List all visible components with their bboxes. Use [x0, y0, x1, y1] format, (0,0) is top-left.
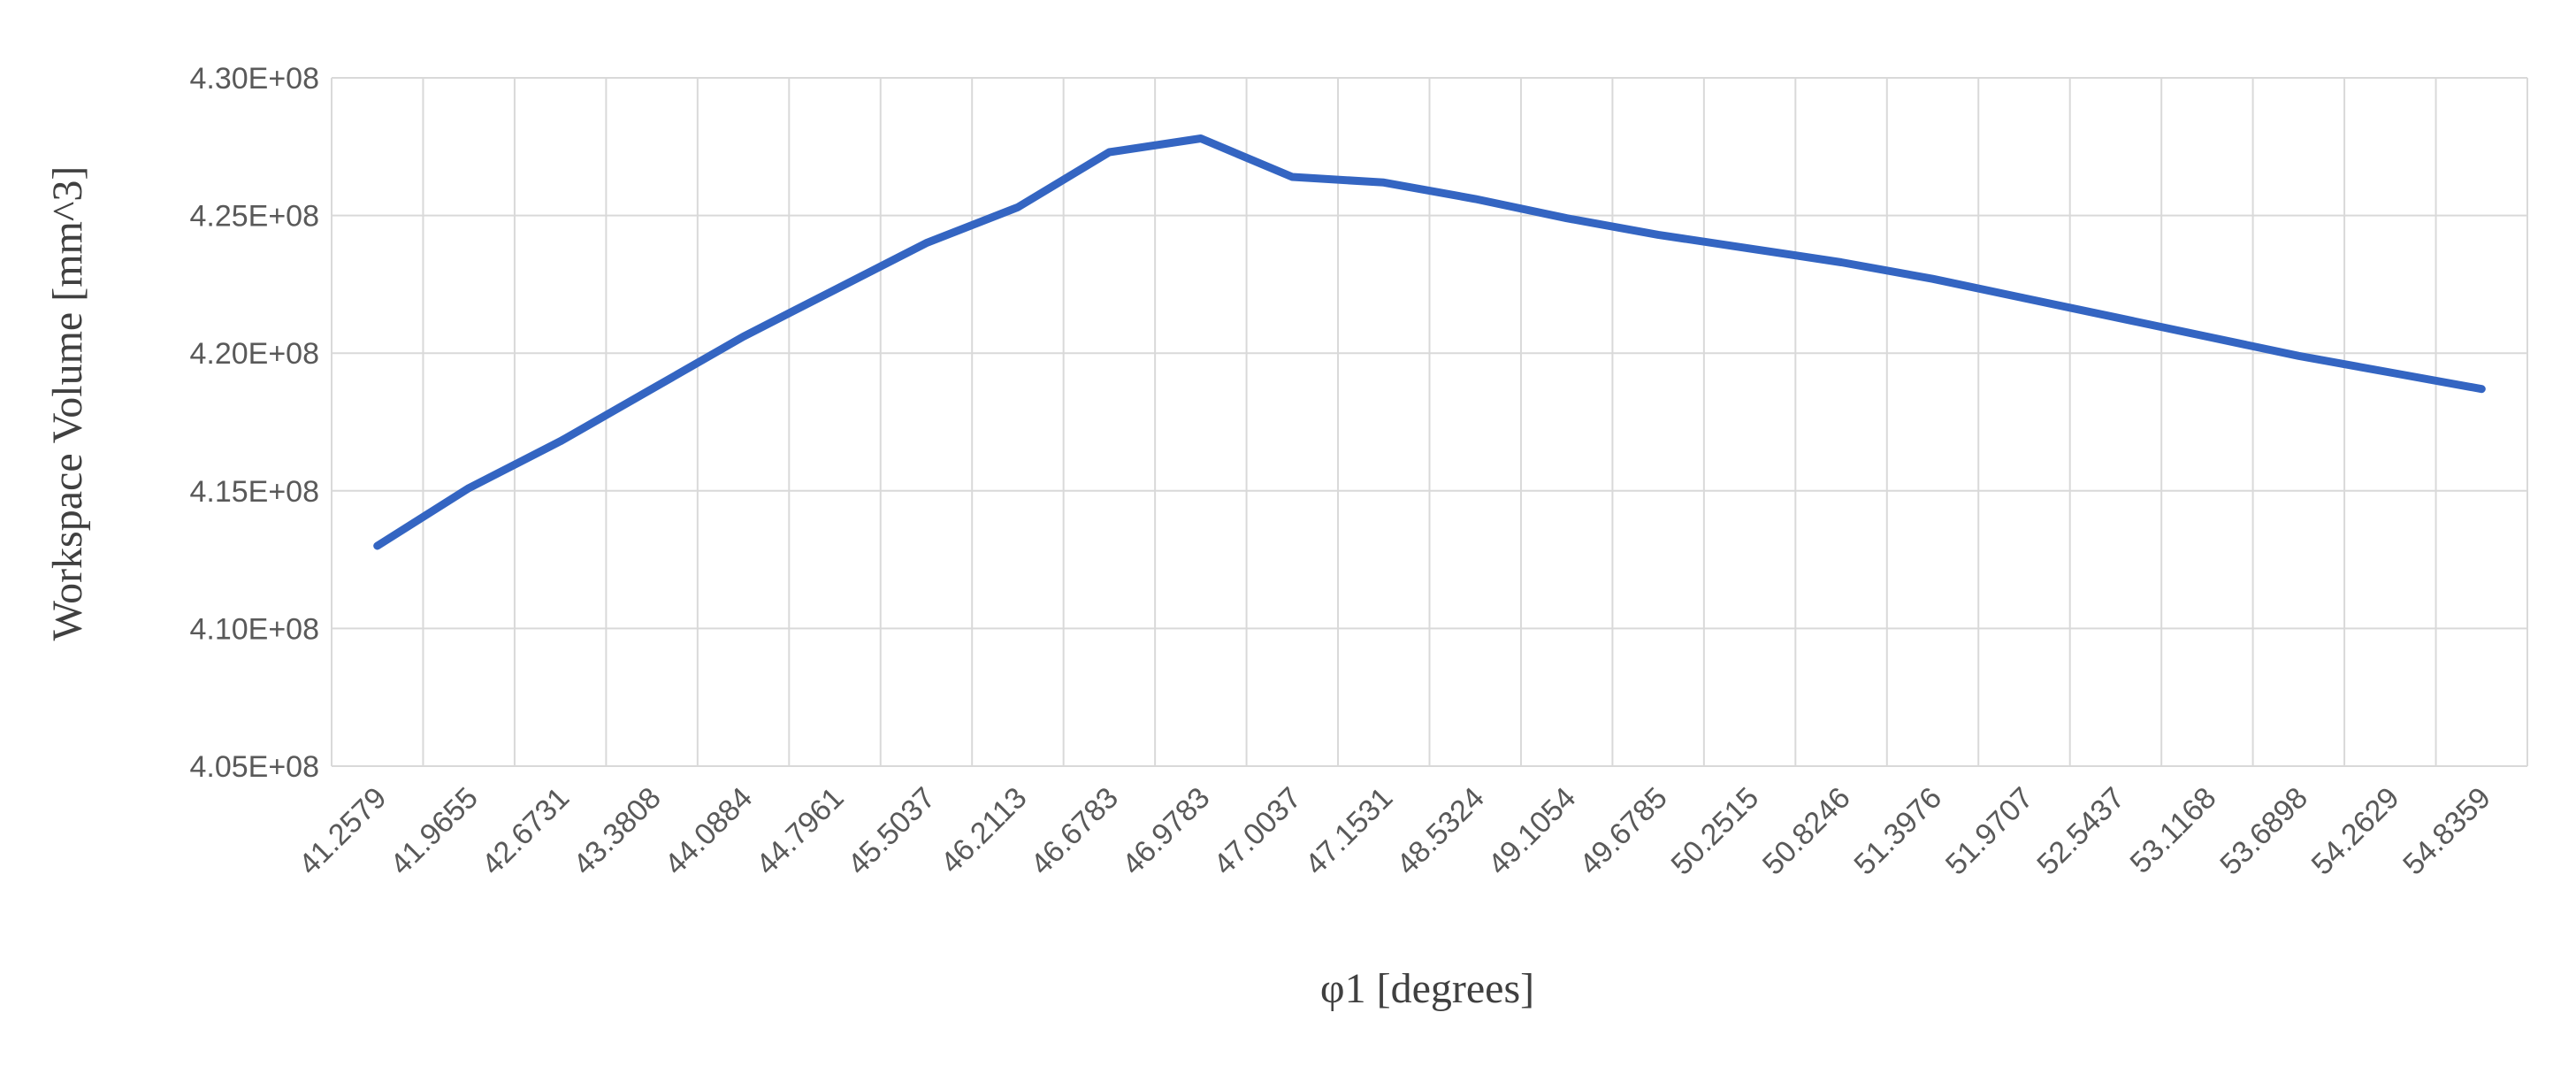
x-tick-label: 46.2113 — [935, 781, 1034, 880]
data-point — [925, 242, 928, 244]
data-point — [2022, 296, 2025, 299]
series-layer — [373, 134, 2486, 550]
x-tick-label: 49.1054 — [1482, 781, 1583, 882]
data-point — [1199, 137, 1202, 140]
data-point — [1016, 206, 1019, 209]
data-point — [2114, 316, 2117, 318]
y-tick-label: 4.20E+08 — [189, 337, 319, 371]
x-tick-label: 52.5437 — [2030, 781, 2131, 882]
x-tick-label: 54.2629 — [2305, 781, 2406, 882]
x-tick-label: 50.2515 — [1664, 781, 1765, 882]
x-tick-label: 46.6783 — [1024, 781, 1125, 882]
x-tick-label: 51.3976 — [1847, 781, 1948, 882]
data-point — [1931, 278, 1934, 280]
data-point — [468, 487, 470, 489]
data-point — [1108, 151, 1111, 154]
x-tick-label: 45.5037 — [841, 781, 942, 882]
y-tick-label: 4.25E+08 — [189, 200, 319, 234]
y-tick-label: 4.10E+08 — [189, 612, 319, 646]
data-point — [651, 387, 654, 390]
data-point — [2480, 387, 2483, 390]
data-point — [559, 440, 562, 442]
x-tick-label: 50.8246 — [1756, 781, 1857, 882]
data-point — [1474, 197, 1477, 200]
y-axis-ticks: 4.05E+08 4.10E+08 4.15E+08 4.20E+08 4.25E+08… — [189, 62, 319, 784]
x-tick-label: 46.9783 — [1116, 781, 1217, 882]
x-tick-label: 53.6898 — [2213, 781, 2314, 882]
data-point — [834, 288, 837, 291]
data-point — [2389, 371, 2391, 373]
x-axis-ticks: 41.257941.965542.673143.380844.088444.79… — [293, 781, 2497, 882]
data-point — [1748, 247, 1751, 249]
data-point — [2205, 335, 2208, 338]
x-tick-label: 43.3808 — [567, 781, 668, 882]
x-tick-label: 44.0884 — [658, 781, 759, 882]
data-point — [376, 545, 378, 548]
x-tick-label: 44.7961 — [750, 781, 851, 882]
data-point — [2297, 355, 2300, 357]
data-point — [1565, 217, 1568, 219]
grid — [331, 77, 2528, 767]
y-axis-title: Workspace Volume [mm^3] — [44, 166, 91, 641]
x-tick-label: 47.0037 — [1207, 781, 1308, 882]
x-tick-label: 54.8359 — [2396, 781, 2497, 882]
x-tick-label: 41.9655 — [384, 781, 485, 882]
data-point — [1382, 181, 1385, 184]
data-point — [742, 335, 745, 338]
x-tick-label: 51.9707 — [1939, 781, 2040, 882]
series-line — [373, 134, 2486, 550]
data-point — [1657, 234, 1660, 236]
x-tick-label: 42.6731 — [476, 781, 577, 882]
x-tick-label: 47.1531 — [1299, 781, 1400, 882]
y-tick-label: 4.15E+08 — [189, 475, 319, 509]
x-tick-label: 48.5324 — [1390, 781, 1491, 882]
x-axis-title: φ1 [degrees] — [1320, 965, 1534, 1012]
x-tick-label: 53.1168 — [2124, 781, 2223, 880]
x-tick-label: 49.6785 — [1573, 781, 1674, 882]
x-tick-label: 41.2579 — [293, 781, 394, 882]
data-point — [1291, 176, 1294, 179]
y-tick-label: 4.05E+08 — [189, 750, 319, 784]
y-tick-label: 4.30E+08 — [189, 62, 319, 96]
data-point — [1840, 261, 1843, 264]
